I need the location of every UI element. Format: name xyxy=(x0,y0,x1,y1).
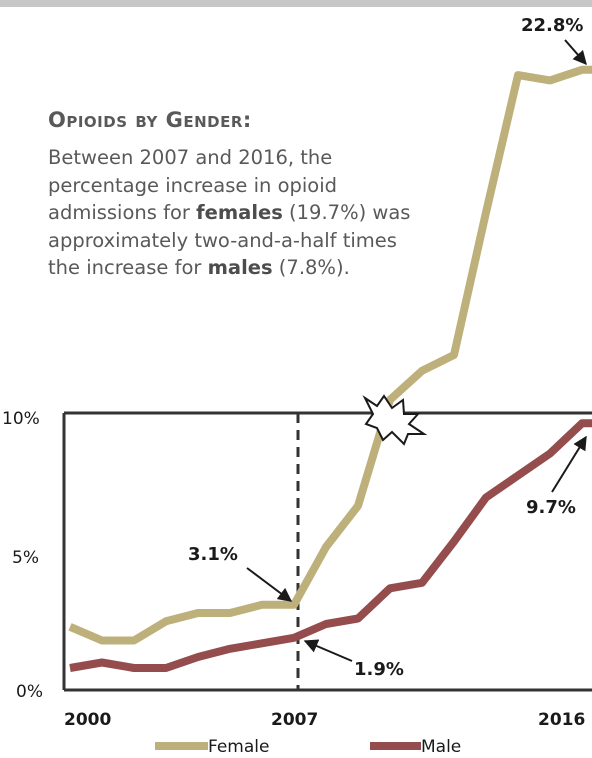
annotation-3-1-percent: 3.1% xyxy=(188,544,238,565)
legend-label-male: Male xyxy=(421,737,461,757)
axis-break-starburst xyxy=(362,394,428,446)
annotation-22-8-percent: 22.8% xyxy=(521,15,583,36)
legend: Female Male xyxy=(155,737,461,757)
description-bold-females: females xyxy=(196,201,283,224)
description-part-2: (19.7%) was approximately two-and-a-half… xyxy=(48,201,411,279)
annotation-arrow-9-7 xyxy=(551,435,587,493)
x-tick-label-2016: 2016 xyxy=(538,710,585,730)
top-rule xyxy=(0,0,592,7)
description-part-3: (7.8%). xyxy=(272,256,350,279)
y-tick-label-5: 5% xyxy=(12,548,39,568)
series-line-female xyxy=(68,65,592,645)
annotation-arrow-22-8 xyxy=(564,39,587,66)
y-tick-label-10: 10% xyxy=(2,409,40,429)
annotation-9-7-percent: 9.7% xyxy=(526,497,576,518)
description-part-1: Between 2007 and 2016, the percentage in… xyxy=(48,146,338,224)
description-bold-males: males xyxy=(207,256,273,279)
x-tick-label-2007: 2007 xyxy=(271,710,318,730)
chart-description: Between 2007 and 2016, the percentage in… xyxy=(48,144,428,282)
chart-heading: Opioids by Gender: xyxy=(48,108,252,132)
annotation-1-9-percent: 1.9% xyxy=(354,659,404,680)
annotation-arrow-3-1 xyxy=(246,567,293,602)
legend-label-female: Female xyxy=(208,737,269,757)
series-line-male xyxy=(69,419,592,672)
x-tick-label-2000: 2000 xyxy=(64,710,111,730)
y-tick-label-0: 0% xyxy=(16,682,43,702)
annotation-arrow-1-9 xyxy=(303,639,353,662)
